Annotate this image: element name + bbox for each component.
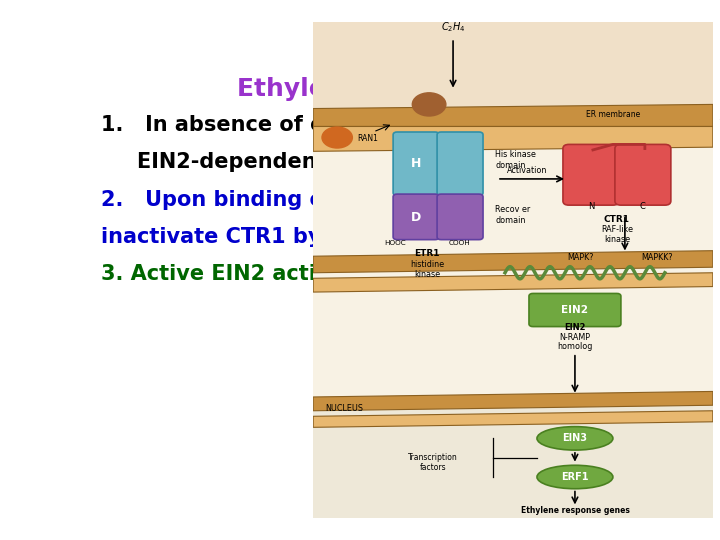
- Text: Ethylene Signaling: Ethylene Signaling: [237, 77, 501, 102]
- FancyBboxPatch shape: [563, 144, 619, 205]
- Circle shape: [413, 93, 446, 116]
- Text: kinase: kinase: [414, 270, 440, 279]
- Text: EIN2: EIN2: [562, 305, 588, 315]
- Text: EIN3: EIN3: [562, 434, 588, 443]
- Text: Recov er: Recov er: [495, 205, 530, 214]
- Text: D: D: [411, 211, 421, 224]
- Ellipse shape: [537, 427, 613, 450]
- Text: inactivate CTR1 by unknown mech: inactivate CTR1 by unknown mech: [101, 227, 506, 247]
- FancyBboxPatch shape: [393, 194, 439, 240]
- Text: kinase: kinase: [604, 235, 630, 244]
- FancyBboxPatch shape: [437, 194, 483, 240]
- Text: factors: factors: [420, 463, 446, 472]
- Text: His kinase: His kinase: [495, 150, 536, 159]
- Text: represses: represses: [404, 114, 520, 134]
- Text: $C_2H_4$: $C_2H_4$: [441, 20, 465, 33]
- Text: H: H: [411, 157, 421, 170]
- FancyBboxPatch shape: [529, 293, 621, 327]
- Ellipse shape: [537, 465, 613, 489]
- Text: domain: domain: [495, 216, 526, 225]
- Circle shape: [322, 127, 352, 148]
- Text: NUCLEUS: NUCLEUS: [325, 404, 363, 413]
- Text: 2.   Upon binding ethylene, receptors: 2. Upon binding ethylene, receptors: [101, 190, 541, 210]
- FancyBboxPatch shape: [313, 405, 713, 518]
- Text: ER membrane: ER membrane: [586, 110, 640, 119]
- Text: RAN1: RAN1: [357, 134, 378, 144]
- Polygon shape: [313, 104, 713, 126]
- Text: ERF1: ERF1: [561, 472, 589, 482]
- Polygon shape: [313, 126, 713, 151]
- Text: Activation: Activation: [507, 166, 547, 175]
- Polygon shape: [313, 273, 713, 292]
- Text: 3. Active EIN2 activates EIN3: 3. Active EIN2 activates EIN3: [101, 265, 441, 285]
- Text: domain: domain: [495, 161, 526, 170]
- Text: MAPKK?: MAPKK?: [641, 253, 672, 262]
- Text: Ethylene response genes: Ethylene response genes: [521, 507, 629, 516]
- Text: 1.   In absence of ethylene, receptors activate CTR1 which: 1. In absence of ethylene, receptors act…: [101, 114, 720, 134]
- Text: homolog: homolog: [557, 342, 593, 352]
- Text: HOOC: HOOC: [384, 240, 406, 246]
- Polygon shape: [313, 411, 713, 427]
- Polygon shape: [313, 392, 713, 411]
- Text: N-RAMP: N-RAMP: [559, 333, 590, 342]
- FancyBboxPatch shape: [313, 262, 713, 400]
- FancyBboxPatch shape: [393, 132, 439, 195]
- Text: Transcription: Transcription: [408, 453, 458, 462]
- FancyBboxPatch shape: [615, 144, 671, 205]
- Text: EIN2: EIN2: [564, 323, 585, 332]
- FancyBboxPatch shape: [313, 126, 713, 256]
- FancyBboxPatch shape: [437, 132, 483, 195]
- FancyBboxPatch shape: [313, 22, 713, 110]
- Text: N: N: [588, 202, 594, 211]
- Polygon shape: [313, 251, 713, 273]
- Text: MAPK?: MAPK?: [567, 253, 594, 262]
- Text: histidine: histidine: [410, 260, 444, 269]
- Text: CTR1: CTR1: [604, 215, 630, 224]
- Text: C: C: [640, 202, 646, 211]
- Text: ETR1: ETR1: [414, 249, 440, 258]
- Text: COOH: COOH: [448, 240, 470, 246]
- Text: EIN2-dependent signaling: EIN2-dependent signaling: [138, 152, 441, 172]
- Text: RAF-like: RAF-like: [601, 225, 633, 234]
